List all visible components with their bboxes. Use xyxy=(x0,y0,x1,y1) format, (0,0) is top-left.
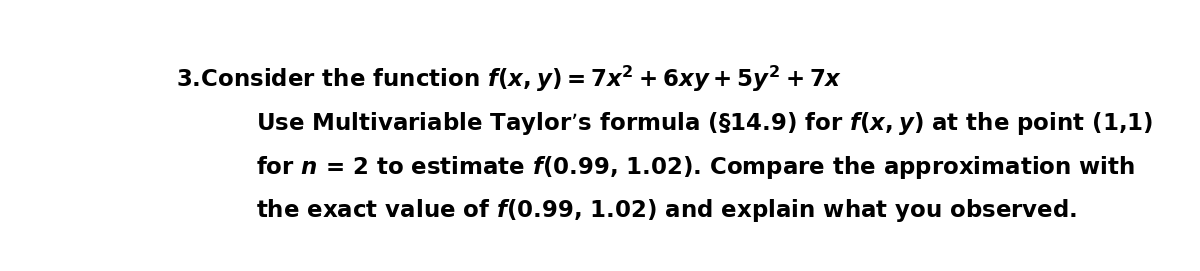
Text: the exact value of $f$(0.99, 1.02) and explain what you observed.: the exact value of $f$(0.99, 1.02) and e… xyxy=(256,198,1078,224)
Text: Use Multivariable Taylor’s formula (§14.9) for $f(x, y)$ at the point (1,1): Use Multivariable Taylor’s formula (§14.… xyxy=(256,110,1153,137)
Text: 3.Consider the function $f(x, y) = 7x^2 + 6xy + 5y^2 + 7x$: 3.Consider the function $f(x, y) = 7x^2 … xyxy=(176,63,842,93)
Text: for $n$ = 2 to estimate $f$(0.99, 1.02). Compare the approximation with: for $n$ = 2 to estimate $f$(0.99, 1.02).… xyxy=(256,154,1135,180)
